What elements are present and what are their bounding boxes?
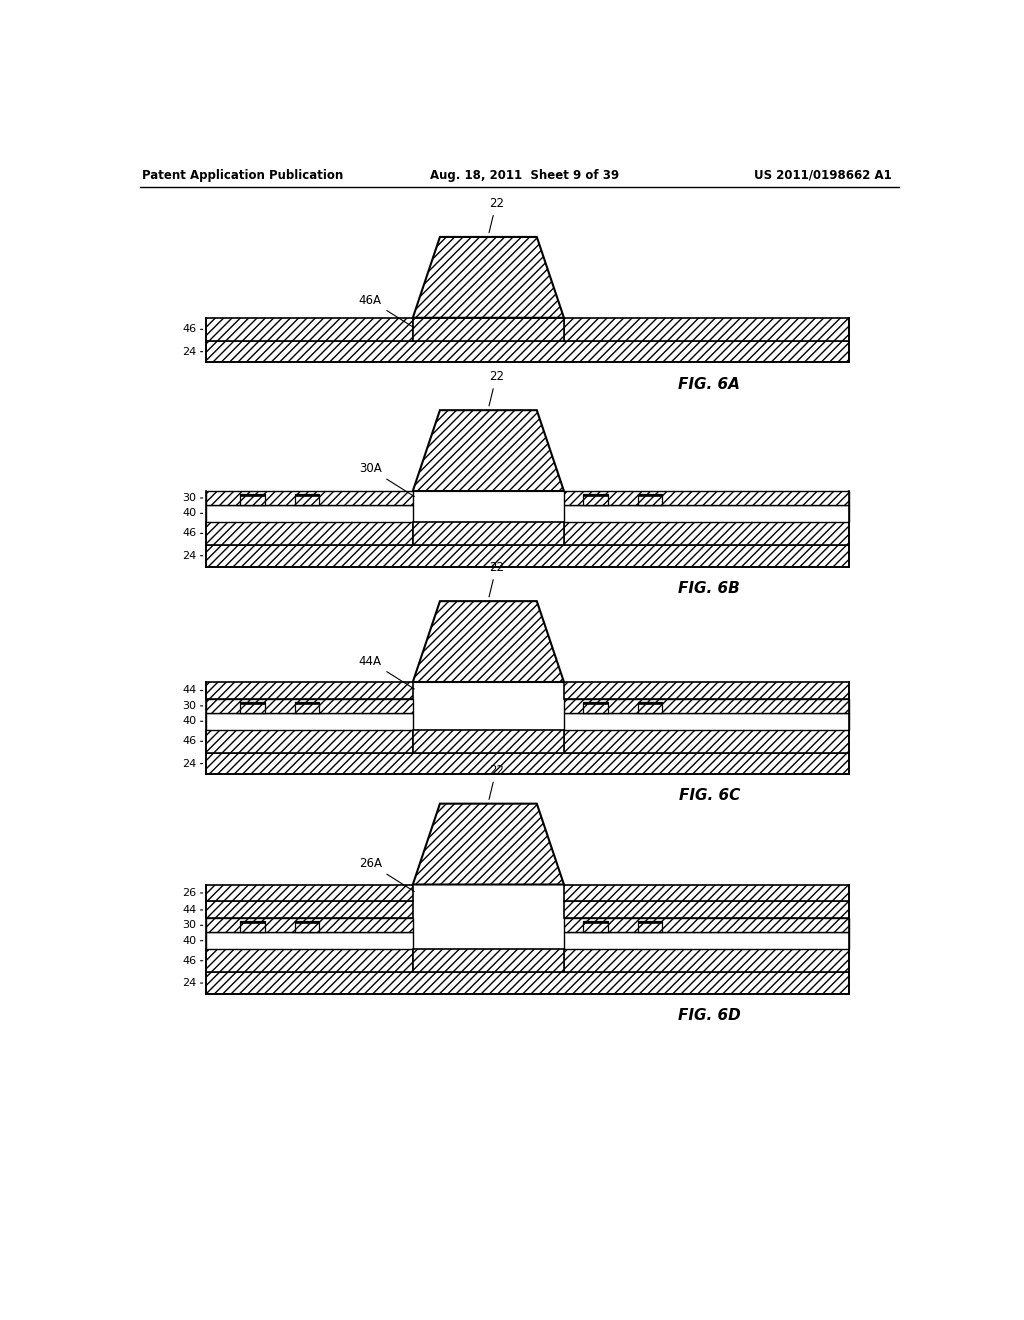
Bar	[564, 932, 849, 949]
Bar	[584, 921, 608, 932]
Bar	[564, 682, 849, 700]
Polygon shape	[413, 318, 564, 341]
Bar	[206, 884, 413, 902]
Text: 40: 40	[182, 508, 197, 519]
Bar	[638, 702, 663, 704]
Bar	[241, 702, 265, 713]
Bar	[638, 702, 663, 713]
Bar	[206, 700, 413, 713]
Text: 26A: 26A	[358, 857, 415, 891]
Bar	[564, 318, 849, 341]
Bar	[241, 494, 265, 506]
Text: 26: 26	[182, 888, 197, 898]
Text: FIG. 6B: FIG. 6B	[678, 581, 740, 595]
Text: 44A: 44A	[358, 655, 415, 689]
Bar	[206, 491, 413, 506]
Text: 44: 44	[182, 906, 197, 915]
Bar	[564, 949, 849, 973]
Bar	[206, 949, 413, 973]
Text: 30: 30	[182, 920, 197, 931]
Text: US 2011/0198662 A1: US 2011/0198662 A1	[754, 169, 891, 182]
Bar	[564, 713, 849, 730]
Bar	[241, 702, 265, 704]
Polygon shape	[413, 804, 564, 884]
Bar	[241, 921, 265, 932]
Text: 46: 46	[182, 325, 197, 334]
Polygon shape	[413, 730, 564, 752]
Text: 46: 46	[182, 528, 197, 539]
Text: 46: 46	[182, 737, 197, 746]
Text: Aug. 18, 2011  Sheet 9 of 39: Aug. 18, 2011 Sheet 9 of 39	[430, 169, 620, 182]
Text: 24: 24	[182, 759, 197, 768]
Text: 40: 40	[182, 936, 197, 945]
Bar	[206, 506, 413, 521]
Bar	[295, 494, 319, 506]
Polygon shape	[413, 411, 564, 491]
Bar	[564, 884, 849, 902]
Bar	[241, 921, 265, 924]
Text: 24: 24	[182, 347, 197, 356]
Bar	[241, 494, 265, 496]
Text: 40: 40	[182, 717, 197, 726]
Bar	[295, 921, 319, 932]
Text: 22: 22	[488, 561, 504, 597]
Bar	[206, 973, 849, 994]
Text: 44: 44	[182, 685, 197, 696]
Text: 22: 22	[488, 370, 504, 407]
Text: 46A: 46A	[358, 293, 415, 327]
Bar	[564, 506, 849, 521]
Bar	[295, 702, 319, 704]
Bar	[564, 700, 849, 713]
Bar	[206, 318, 413, 341]
Bar	[295, 702, 319, 713]
Bar	[564, 919, 849, 932]
Text: 24: 24	[182, 978, 197, 989]
Text: 24: 24	[182, 550, 197, 561]
Text: FIG. 6D: FIG. 6D	[678, 1008, 740, 1023]
Bar	[206, 902, 413, 919]
Text: 30A: 30A	[358, 462, 415, 496]
Text: 30: 30	[182, 701, 197, 711]
Text: FIG. 6C: FIG. 6C	[679, 788, 740, 804]
Text: 30: 30	[182, 492, 197, 503]
Text: 46: 46	[182, 956, 197, 966]
Polygon shape	[413, 601, 564, 682]
Bar	[638, 494, 663, 506]
Bar	[584, 702, 608, 713]
Text: 22: 22	[488, 197, 504, 232]
Bar	[206, 730, 413, 752]
Bar	[638, 921, 663, 924]
Bar	[638, 494, 663, 496]
Bar	[638, 921, 663, 932]
Polygon shape	[413, 238, 564, 318]
Bar	[584, 494, 608, 506]
Bar	[206, 682, 413, 700]
Text: FIG. 6A: FIG. 6A	[678, 376, 740, 392]
Bar	[584, 921, 608, 924]
Bar	[295, 494, 319, 496]
Bar	[564, 730, 849, 752]
Text: 22: 22	[488, 764, 504, 800]
Bar	[584, 494, 608, 496]
Bar	[564, 902, 849, 919]
Text: Patent Application Publication: Patent Application Publication	[142, 169, 343, 182]
Bar	[584, 702, 608, 704]
Bar	[206, 545, 849, 566]
Bar	[206, 919, 413, 932]
Polygon shape	[413, 521, 564, 545]
Bar	[564, 521, 849, 545]
Bar	[564, 491, 849, 506]
Bar	[206, 341, 849, 363]
Polygon shape	[413, 949, 564, 973]
Bar	[206, 932, 413, 949]
Bar	[206, 752, 849, 775]
Bar	[206, 713, 413, 730]
Bar	[206, 521, 413, 545]
Bar	[295, 921, 319, 924]
